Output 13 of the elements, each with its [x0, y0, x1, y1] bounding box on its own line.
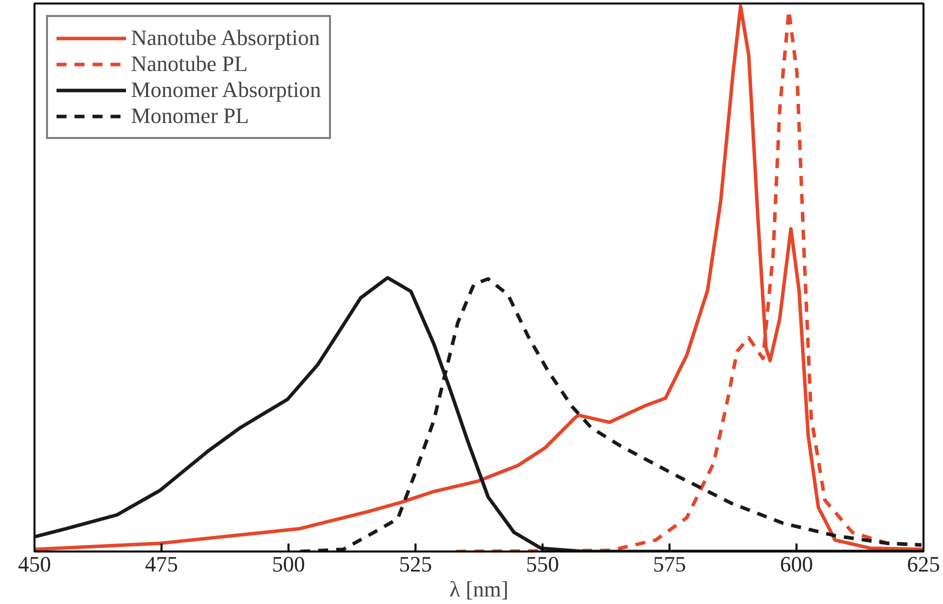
- legend-label: Monomer PL: [131, 103, 249, 129]
- x-tick-label: 625: [907, 552, 940, 576]
- x-tick-label: 550: [526, 552, 559, 576]
- legend-label: Nanotube Absorption: [131, 25, 320, 51]
- x-tick-label: 600: [780, 552, 813, 576]
- x-axis-title: λ [nm]: [450, 576, 508, 602]
- x-tick-label: 500: [272, 552, 305, 576]
- legend-label: Nanotube PL: [131, 51, 248, 77]
- legend-label: Monomer Absorption: [131, 77, 322, 103]
- x-tick-label: 575: [653, 552, 686, 576]
- x-tick-label: 525: [399, 552, 432, 576]
- x-tick-label: 450: [18, 552, 51, 576]
- x-tick-label: 475: [145, 552, 178, 576]
